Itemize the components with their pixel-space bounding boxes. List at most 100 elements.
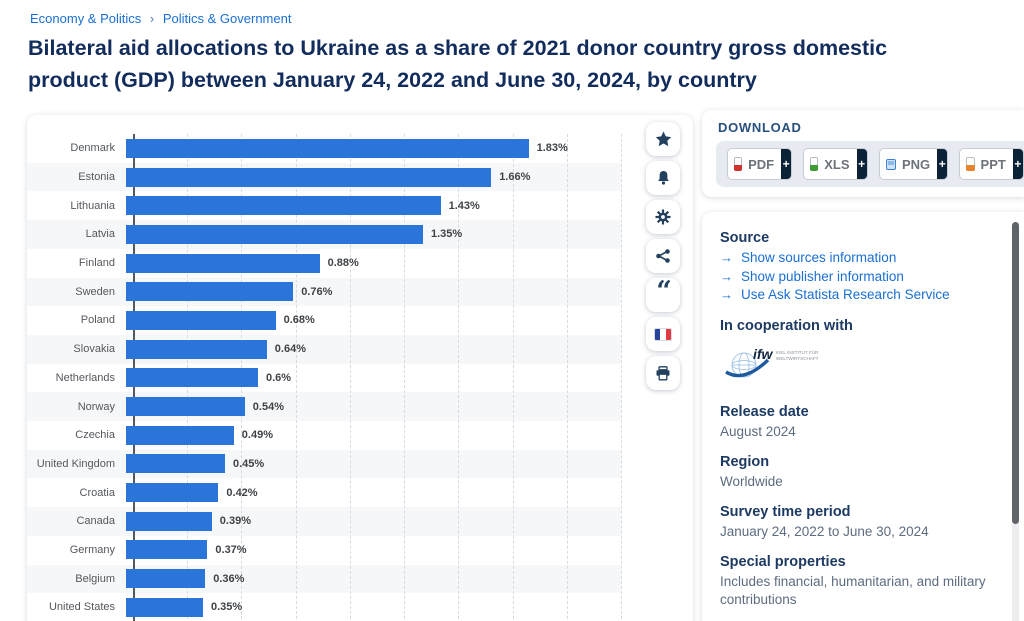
bar-united-states[interactable]	[126, 597, 203, 617]
special-properties-heading: Special properties	[720, 553, 846, 570]
bar-value-label: 0.54%	[252, 400, 284, 413]
bar-denmark[interactable]	[126, 138, 529, 158]
bar-value-label: 0.6%	[266, 371, 292, 384]
breadcrumb-economy-politics[interactable]: Economy & Politics	[30, 11, 142, 26]
alert-button[interactable]	[646, 161, 680, 195]
bar-value-label: 0.88%	[327, 257, 359, 270]
bar-poland[interactable]	[126, 310, 276, 330]
favorite-button[interactable]	[646, 122, 680, 156]
region-value: Worldwide	[720, 473, 783, 489]
download-xls-plus[interactable]: +	[856, 149, 867, 179]
bar-value-label: 0.36%	[213, 572, 245, 585]
bar-croatia[interactable]	[126, 483, 219, 503]
bar-track: 0.37%	[124, 536, 621, 565]
bar-estonia[interactable]	[126, 167, 492, 187]
show-sources-link[interactable]: → Show sources information	[720, 249, 998, 268]
star-icon	[655, 131, 672, 147]
bar-value-label: 1.83%	[536, 142, 568, 155]
chart-row: Lithuania 1.43%	[27, 191, 621, 220]
bar-value-label: 0.45%	[233, 457, 265, 470]
bar-track: 1.66%	[124, 163, 621, 192]
category-label: Czechia	[75, 429, 115, 442]
cooperation-heading: In cooperation with	[720, 317, 853, 334]
bar-united-kingdom[interactable]	[126, 454, 225, 474]
png-image-icon	[885, 158, 896, 170]
bar-slovakia[interactable]	[126, 339, 267, 359]
download-png-label: PNG	[901, 156, 931, 172]
bar-track: 0.64%	[124, 335, 621, 364]
ppt-file-icon	[966, 157, 975, 171]
category-label: Slovakia	[73, 343, 115, 356]
category-label: Poland	[80, 314, 115, 327]
share-button[interactable]	[646, 239, 680, 273]
chart-card: Denmark 1.83% Estonia 1.66% Lithuania 1.43% La…	[27, 115, 693, 621]
bar-lithuania[interactable]	[126, 196, 441, 216]
bar-germany[interactable]	[126, 540, 208, 560]
bar-value-label: 0.64%	[274, 343, 306, 356]
breadcrumb: Economy & Politics › Politics & Governme…	[30, 11, 291, 26]
printer-icon	[655, 365, 671, 381]
bar-czechia[interactable]	[126, 425, 234, 445]
gridline	[404, 134, 406, 621]
bar-value-label: 0.49%	[241, 429, 273, 442]
bar-track: 0.42%	[124, 478, 621, 507]
bar-norway[interactable]	[126, 397, 245, 417]
category-label: United States	[48, 601, 115, 614]
chart-row: Czechia 0.49%	[27, 421, 621, 450]
show-publisher-link[interactable]: → Show publisher information	[720, 268, 998, 287]
bar-track: 0.45%	[124, 450, 621, 479]
bar-track: 1.83%	[124, 134, 621, 163]
chart-row: Estonia 1.66%	[27, 163, 621, 192]
download-pdf-button[interactable]: PDF +	[727, 148, 793, 180]
share-icon	[655, 248, 671, 264]
show-publisher-label: Show publisher information	[741, 268, 904, 284]
download-panel: DOWNLOAD PDF + XLS + PNG + PPT +	[702, 110, 1024, 197]
download-png-button[interactable]: PNG +	[878, 148, 949, 180]
download-pdf-plus[interactable]: +	[781, 149, 792, 179]
category-label: Sweden	[75, 285, 115, 298]
language-button[interactable]	[646, 317, 680, 351]
ifw-kiel-institute-logo: ifw KIEL INSTITUT FÜR WELTWIRTSCHAFT	[720, 340, 998, 391]
survey-period-value: January 24, 2022 to June 30, 2024	[720, 523, 929, 539]
bar-value-label: 1.66%	[499, 171, 531, 184]
bar-canada[interactable]	[126, 511, 212, 531]
bar-netherlands[interactable]	[126, 368, 258, 388]
scrollbar-thumb[interactable]	[1012, 222, 1019, 524]
citation-button[interactable]: “	[646, 278, 680, 312]
category-label: United Kingdom	[36, 457, 115, 470]
svg-text:KIEL INSTITUT FÜR: KIEL INSTITUT FÜR	[776, 349, 819, 355]
download-body: PDF + XLS + PNG + PPT +	[716, 141, 1024, 187]
download-ppt-plus[interactable]: +	[1012, 149, 1023, 179]
xls-file-icon	[810, 157, 819, 171]
print-button[interactable]	[646, 356, 680, 390]
region-heading: Region	[720, 453, 770, 470]
bar-sweden[interactable]	[126, 282, 294, 302]
category-label: Norway	[77, 400, 115, 413]
arrow-right-icon: →	[720, 287, 733, 302]
ask-statista-link[interactable]: → Use Ask Statista Research Service	[720, 286, 998, 305]
bar-track: 0.68%	[124, 306, 621, 335]
gridline	[458, 134, 460, 621]
gridline	[349, 134, 351, 621]
bar-value-label: 0.35%	[211, 601, 243, 614]
chart-row: Slovakia 0.64%	[27, 335, 621, 364]
breadcrumb-politics-government[interactable]: Politics & Government	[162, 11, 292, 26]
bar-belgium[interactable]	[126, 569, 206, 589]
chart-row: Poland 0.68%	[27, 306, 621, 335]
release-date-value: August 2024	[720, 423, 796, 439]
bar-track: 0.39%	[124, 507, 621, 536]
category-label: Latvia	[85, 228, 115, 241]
download-png-plus[interactable]: +	[937, 149, 948, 179]
bar-latvia[interactable]	[126, 224, 423, 244]
chart-row: Denmark 1.83%	[27, 134, 621, 163]
bar-track: 1.43%	[124, 191, 621, 220]
download-xls-button[interactable]: XLS +	[803, 148, 868, 180]
download-ppt-label: PPT	[980, 156, 1006, 172]
category-label: Canada	[76, 515, 115, 528]
download-xls-label: XLS	[824, 156, 850, 172]
bar-finland[interactable]	[126, 253, 320, 273]
gridline	[621, 134, 622, 621]
settings-button[interactable]	[646, 200, 680, 234]
download-ppt-button[interactable]: PPT +	[959, 148, 1024, 180]
pdf-file-icon	[734, 157, 743, 171]
